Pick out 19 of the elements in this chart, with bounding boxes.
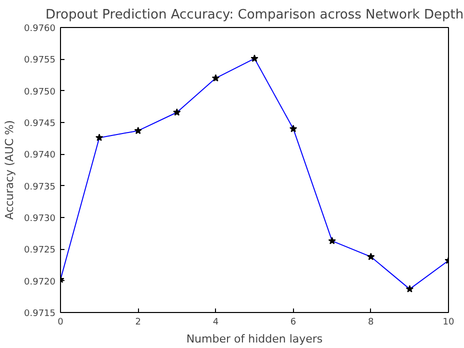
x-tick-label: 6 xyxy=(290,318,296,328)
x-tick-label: 10 xyxy=(442,318,454,328)
x-tick-label: 8 xyxy=(368,318,374,328)
y-tick-label: 0.9730 xyxy=(24,214,56,224)
y-tick-label: 0.9750 xyxy=(24,87,56,98)
x-tick-label: 0 xyxy=(58,318,64,328)
y-tick-label: 0.9755 xyxy=(24,56,56,66)
x-axis-title: Number of hidden layers xyxy=(186,332,323,346)
x-tick-label: 2 xyxy=(135,318,141,328)
y-tick-label: 0.9740 xyxy=(24,150,56,161)
y-axis-title: Accuracy (AUC %) xyxy=(3,120,16,220)
y-tick-label: 0.9745 xyxy=(24,119,56,129)
y-tick-label: 0.9720 xyxy=(24,277,56,288)
chart-title: Dropout Prediction Accuracy: Comparison across Network Depth xyxy=(45,8,464,22)
y-tick-label: 0.9725 xyxy=(24,246,56,256)
x-tick-label: 4 xyxy=(212,318,219,328)
y-tick-label: 0.9760 xyxy=(24,24,56,34)
y-tick-label: 0.9735 xyxy=(24,182,56,192)
y-tick-label: 0.9715 xyxy=(24,309,56,319)
